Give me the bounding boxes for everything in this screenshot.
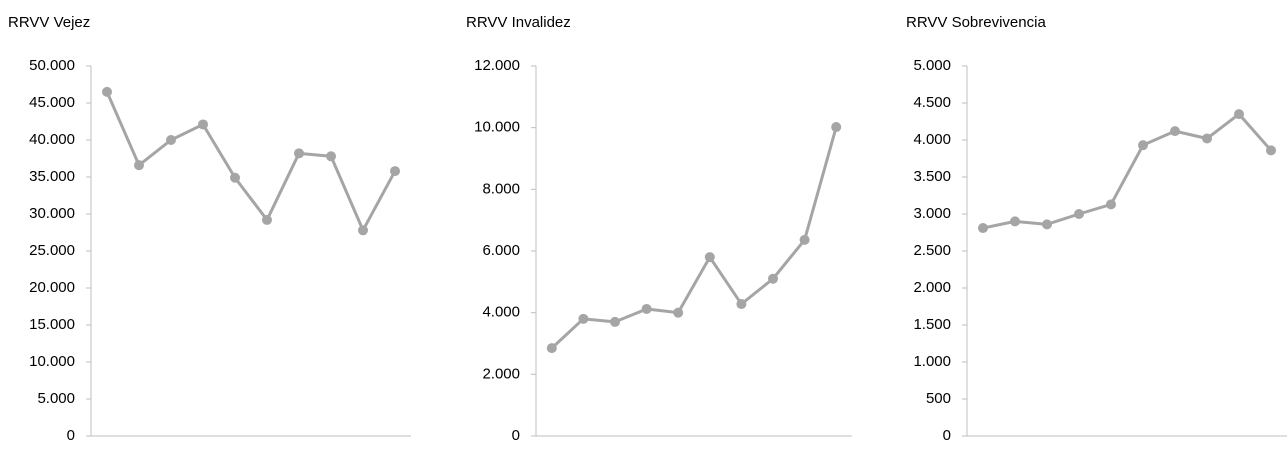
y-tick-label: 30.000 xyxy=(29,205,75,222)
y-tick-label: 25.000 xyxy=(29,242,75,259)
data-point xyxy=(1106,199,1116,210)
y-tick-label: 6.000 xyxy=(482,242,520,259)
y-tick-label: 20.000 xyxy=(29,279,75,296)
data-point xyxy=(704,252,715,263)
y-tick-label: 35.000 xyxy=(29,168,75,185)
y-tick-label: 0 xyxy=(943,427,951,444)
data-point xyxy=(1138,140,1148,151)
y-tick-label: 2.000 xyxy=(482,365,520,382)
data-point xyxy=(262,214,272,225)
data-point xyxy=(978,223,988,234)
y-tick-label: 40.000 xyxy=(29,131,75,148)
data-point xyxy=(546,343,557,354)
data-point xyxy=(641,303,652,314)
y-tick-label: 0 xyxy=(512,427,520,444)
y-tick-label: 500 xyxy=(926,390,951,407)
data-point xyxy=(326,151,336,162)
data-point xyxy=(294,148,304,159)
data-point xyxy=(1170,126,1180,137)
data-point xyxy=(799,234,810,245)
series-line xyxy=(105,91,397,232)
y-tick-label: 3.500 xyxy=(913,168,951,185)
data-point xyxy=(1010,216,1020,227)
data-point xyxy=(358,225,368,236)
data-point xyxy=(230,172,240,183)
chart-title: RRVV Sobrevivencia xyxy=(906,14,1046,31)
y-tick-label: 2.000 xyxy=(913,279,951,296)
y-tick-label: 5.000 xyxy=(37,390,75,407)
data-point xyxy=(831,122,842,133)
data-point xyxy=(134,160,144,171)
y-tick-label: 1.000 xyxy=(913,353,951,370)
data-point xyxy=(736,299,747,310)
data-point xyxy=(1202,133,1212,144)
data-point xyxy=(1042,219,1052,230)
y-tick-label: 4.000 xyxy=(913,131,951,148)
data-point xyxy=(198,119,208,130)
data-point xyxy=(768,273,778,284)
data-point xyxy=(610,316,620,327)
chart-title: RRVV Vejez xyxy=(8,14,90,31)
series-line xyxy=(982,112,1273,230)
y-tick-label: 45.000 xyxy=(29,94,75,111)
data-point xyxy=(1234,109,1244,120)
y-tick-label: 5.000 xyxy=(913,57,951,74)
y-tick-label: 2.500 xyxy=(913,242,951,259)
y-tick-label: 0 xyxy=(67,427,75,444)
series-line xyxy=(550,126,838,350)
y-tick-label: 50.000 xyxy=(29,57,75,74)
y-tick-label: 8.000 xyxy=(482,180,520,197)
y-tick-label: 12.000 xyxy=(474,57,520,74)
y-tick-label: 3.000 xyxy=(913,205,951,222)
y-tick-label: 15.000 xyxy=(29,316,75,333)
y-tick-label: 1.500 xyxy=(913,316,951,333)
data-point xyxy=(102,86,112,97)
y-tick-label: 4.500 xyxy=(913,94,951,111)
data-point xyxy=(578,313,589,324)
data-point xyxy=(166,135,176,145)
data-point xyxy=(673,307,684,318)
y-tick-label: 10.000 xyxy=(29,353,75,370)
data-point xyxy=(1074,209,1084,219)
y-tick-label: 10.000 xyxy=(474,119,520,136)
data-point xyxy=(390,166,400,177)
data-point xyxy=(1266,145,1276,156)
chart-title: RRVV Invalidez xyxy=(466,14,571,31)
y-tick-label: 4.000 xyxy=(482,304,520,321)
